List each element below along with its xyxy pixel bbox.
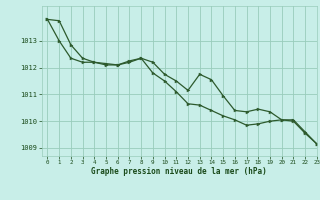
X-axis label: Graphe pression niveau de la mer (hPa): Graphe pression niveau de la mer (hPa)	[91, 167, 267, 176]
